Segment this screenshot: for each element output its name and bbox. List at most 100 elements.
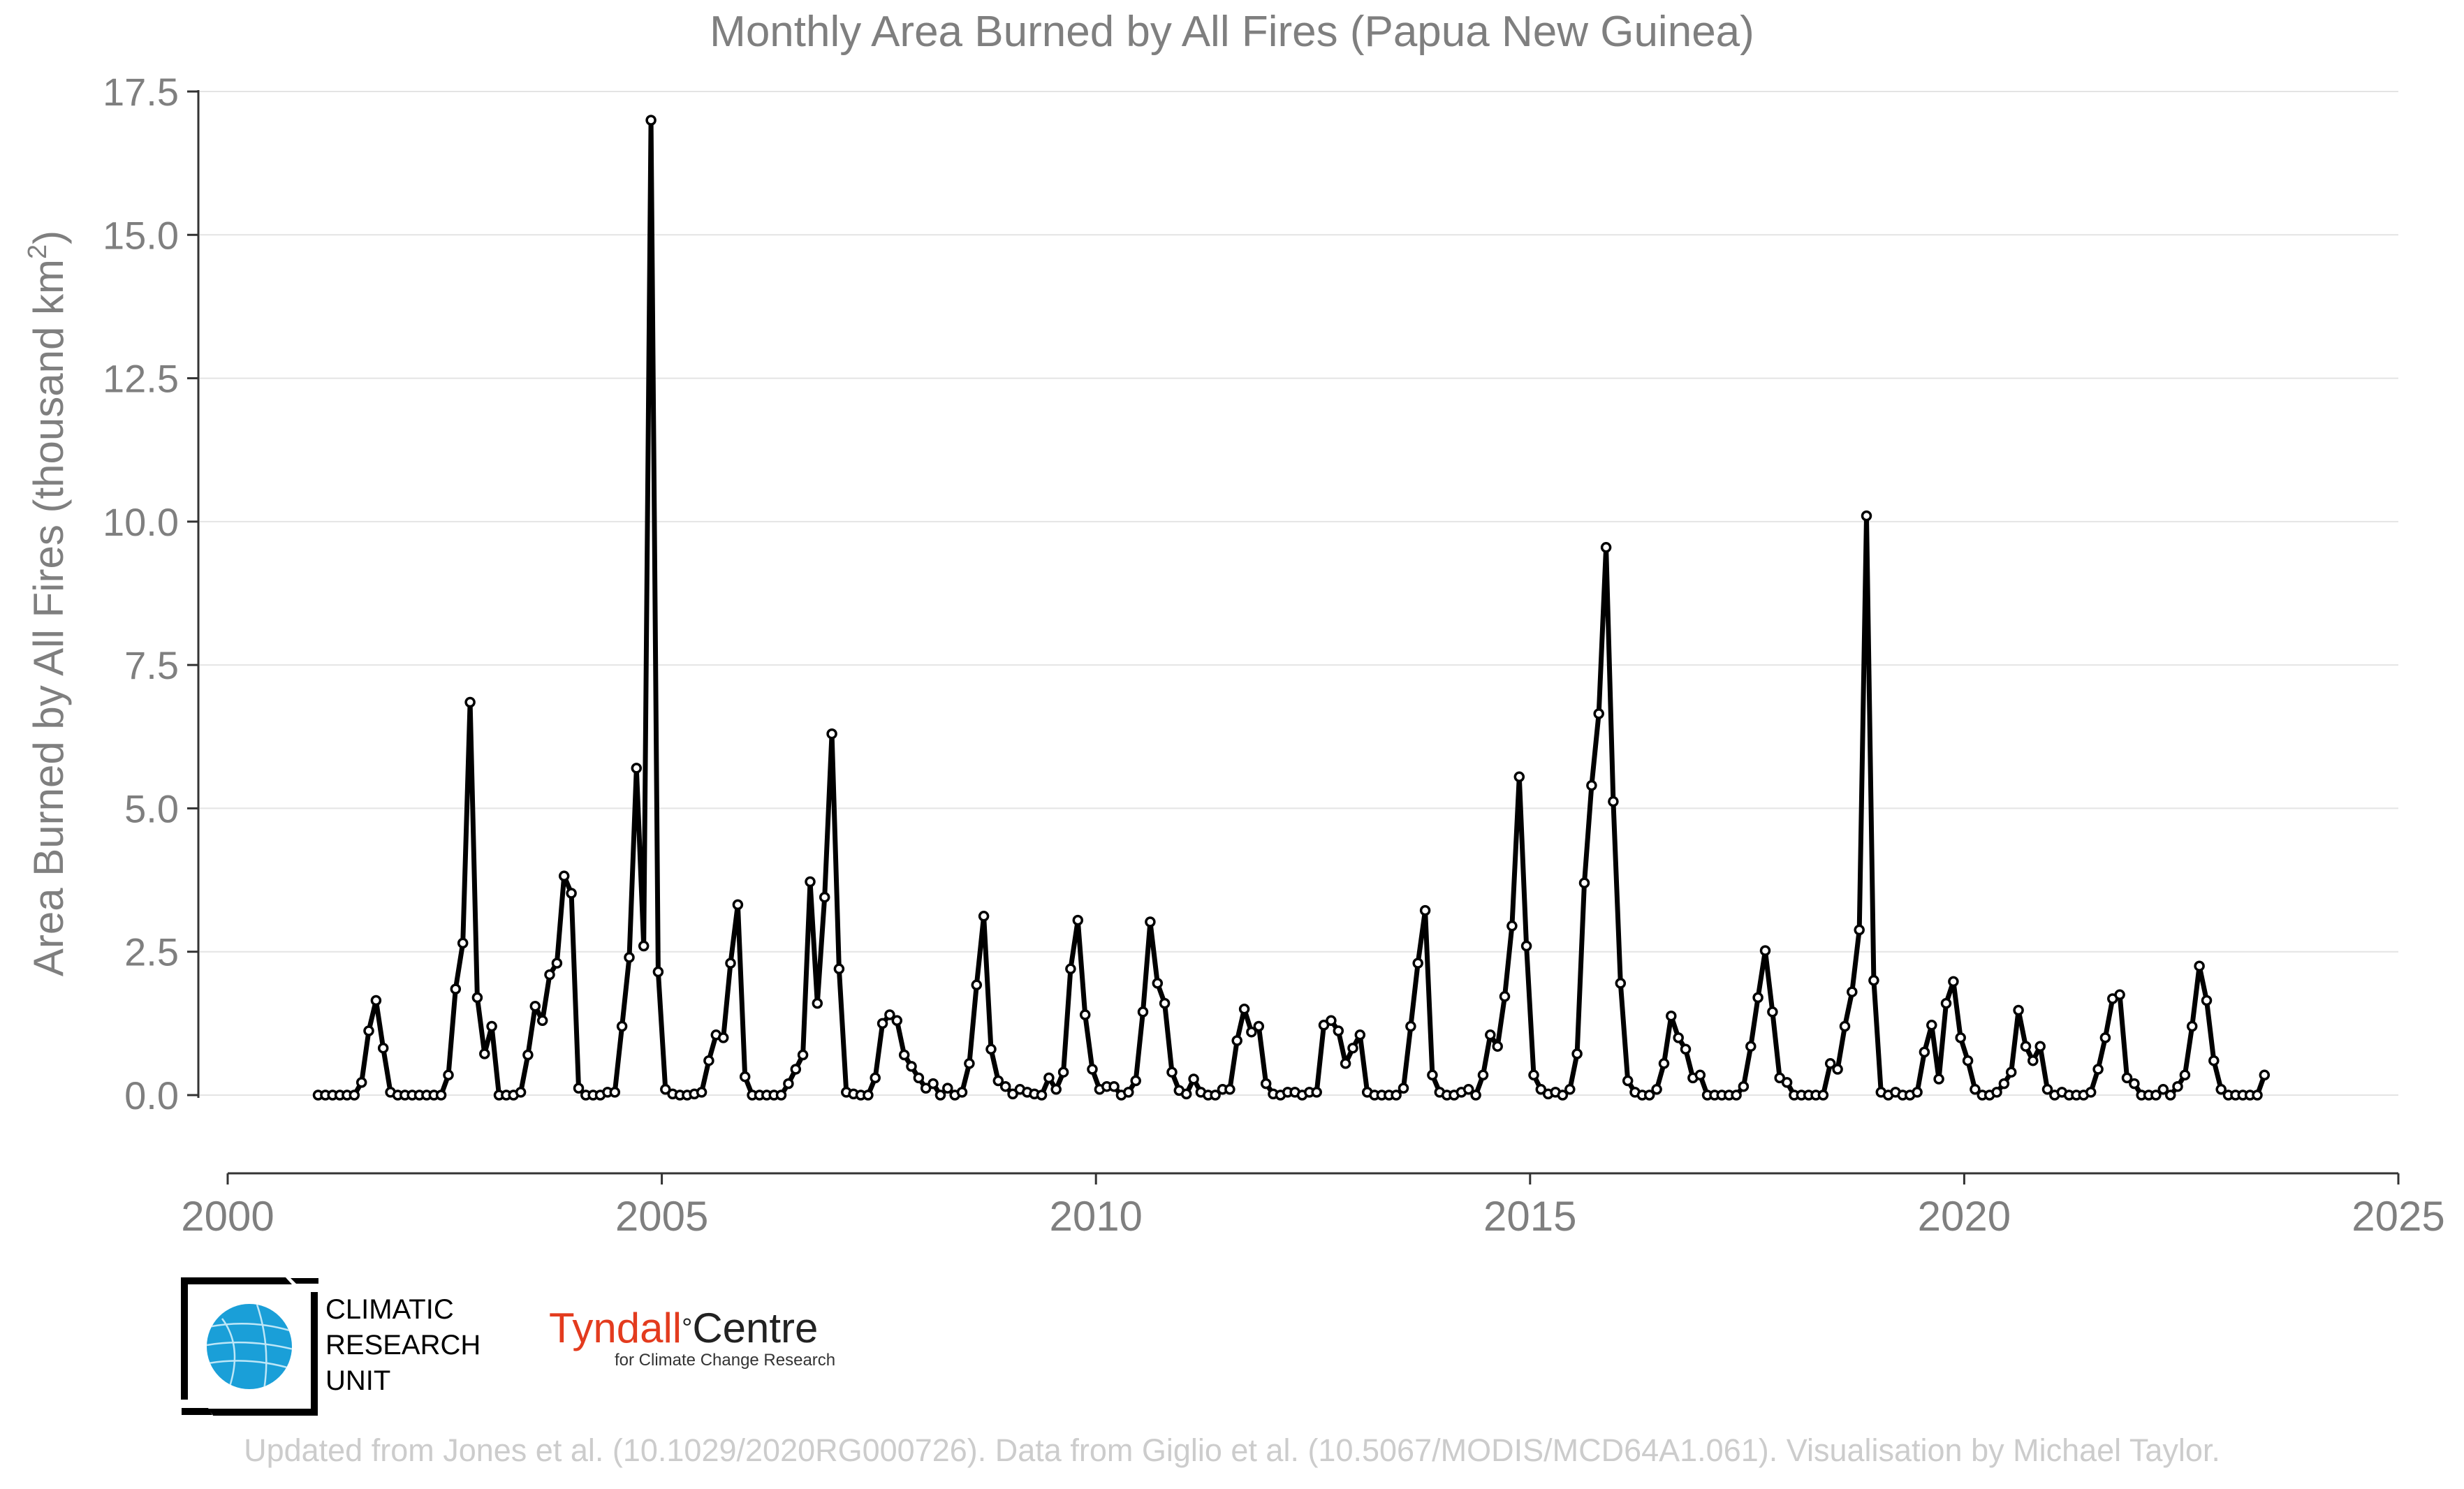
data-point	[1643, 1090, 1655, 1101]
data-point	[1036, 1090, 1048, 1101]
data-point	[1520, 940, 1532, 952]
data-point	[1159, 997, 1171, 1009]
y-tick-label: 10.0	[103, 500, 179, 544]
x-tick-label: 2015	[1483, 1193, 1576, 1240]
data-point	[1210, 1090, 1221, 1101]
data-point	[551, 958, 563, 969]
data-point	[1622, 1075, 1634, 1087]
data-point	[1506, 920, 1518, 932]
data-point	[920, 1083, 932, 1094]
data-point	[1919, 1046, 1930, 1058]
data-point	[2020, 1041, 2032, 1052]
data-point	[486, 1020, 497, 1032]
data-point	[1912, 1087, 1923, 1098]
data-point	[833, 963, 845, 975]
data-point	[370, 995, 382, 1006]
data-point	[1492, 1041, 1503, 1052]
data-point	[978, 911, 990, 922]
data-point	[631, 763, 643, 774]
data-point	[1781, 1077, 1793, 1088]
data-point	[1658, 1058, 1670, 1069]
gridlines	[200, 91, 2398, 1096]
data-point	[870, 1072, 881, 1084]
data-point	[1824, 1058, 1836, 1069]
data-point	[1854, 924, 1865, 936]
data-point	[522, 1049, 534, 1061]
data-point	[1152, 978, 1164, 989]
axes	[187, 90, 2400, 1184]
data-point	[1007, 1088, 1018, 1100]
cru-logo-text: CLIMATIC RESEARCH UNIT	[325, 1292, 481, 1399]
data-point	[1651, 1084, 1662, 1095]
data-point	[1926, 1020, 1937, 1031]
y-tick-label: 5.0	[124, 786, 179, 830]
y-tick-label: 15.0	[103, 213, 179, 257]
data-point	[1774, 1072, 1785, 1084]
data-point	[819, 891, 830, 903]
data-point	[725, 958, 736, 969]
data-point	[1998, 1078, 2010, 1090]
data-point	[877, 1018, 888, 1029]
data-point	[1832, 1064, 1843, 1075]
data-point	[1586, 779, 1597, 791]
data-point	[1391, 1090, 1402, 1101]
data-point	[443, 1069, 454, 1081]
data-point	[471, 992, 483, 1004]
data-point	[435, 1090, 447, 1101]
data-point	[529, 1000, 541, 1012]
data-point	[1847, 986, 1858, 997]
data-point	[2157, 1084, 2169, 1095]
data-point	[363, 1025, 374, 1036]
data-point	[1970, 1084, 1981, 1095]
data-point	[544, 969, 555, 981]
data-point	[1673, 1032, 1684, 1043]
cru-line-2: RESEARCH	[325, 1330, 481, 1360]
data-point	[1419, 904, 1431, 916]
data-point	[1955, 1032, 1966, 1043]
data-point	[1948, 976, 1959, 988]
data-point	[1318, 1020, 1330, 1031]
data-point	[1137, 1006, 1149, 1018]
data-points	[312, 115, 2271, 1101]
data-point	[1839, 1020, 1851, 1032]
data-point	[1326, 1015, 1337, 1027]
series-line-group	[318, 117, 2267, 1098]
data-point	[1253, 1020, 1265, 1032]
data-point	[1079, 1009, 1091, 1020]
data-point	[971, 979, 983, 991]
data-point	[703, 1055, 714, 1066]
data-point	[2164, 1090, 2176, 1101]
series-line	[318, 117, 2267, 1098]
data-point	[2092, 1064, 2104, 1075]
data-point	[355, 1077, 367, 1088]
y-tick-label: 0.0	[124, 1073, 179, 1117]
data-point	[349, 1090, 360, 1101]
data-point	[2201, 995, 2213, 1006]
data-point	[1528, 1069, 1539, 1081]
data-point	[717, 1032, 729, 1043]
x-tick-label: 2000	[181, 1193, 274, 1240]
data-point	[1600, 542, 1612, 553]
data-point	[2150, 1090, 2162, 1101]
data-point	[956, 1087, 968, 1098]
data-point	[1260, 1078, 1272, 1090]
data-point	[775, 1090, 787, 1101]
data-point	[616, 1020, 628, 1032]
data-point	[1065, 963, 1076, 975]
data-point	[1072, 914, 1084, 926]
y-tick-label: 12.5	[103, 357, 179, 401]
data-point	[884, 1009, 895, 1020]
data-point	[934, 1090, 946, 1101]
data-point	[2194, 960, 2205, 971]
data-point	[826, 728, 837, 740]
data-point	[1564, 1084, 1576, 1095]
data-point	[1333, 1025, 1344, 1036]
data-point	[558, 870, 570, 882]
data-point	[1470, 1090, 1481, 1101]
data-point	[573, 1083, 585, 1094]
x-tick-label: 2020	[1918, 1193, 2011, 1240]
data-point	[812, 997, 823, 1009]
data-point	[1108, 1080, 1120, 1092]
data-point	[1731, 1090, 1742, 1101]
